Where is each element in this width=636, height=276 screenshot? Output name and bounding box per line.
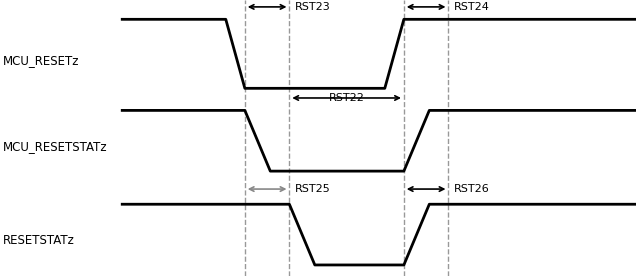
Text: MCU_RESETSTATz: MCU_RESETSTATz xyxy=(3,140,108,153)
Text: RST24: RST24 xyxy=(453,2,489,12)
Text: MCU_RESETz: MCU_RESETz xyxy=(3,54,80,67)
Text: RST25: RST25 xyxy=(294,184,330,194)
Text: RST22: RST22 xyxy=(329,93,364,103)
Text: RST26: RST26 xyxy=(453,184,489,194)
Text: RESETSTATz: RESETSTATz xyxy=(3,233,75,247)
Text: RST23: RST23 xyxy=(294,2,330,12)
